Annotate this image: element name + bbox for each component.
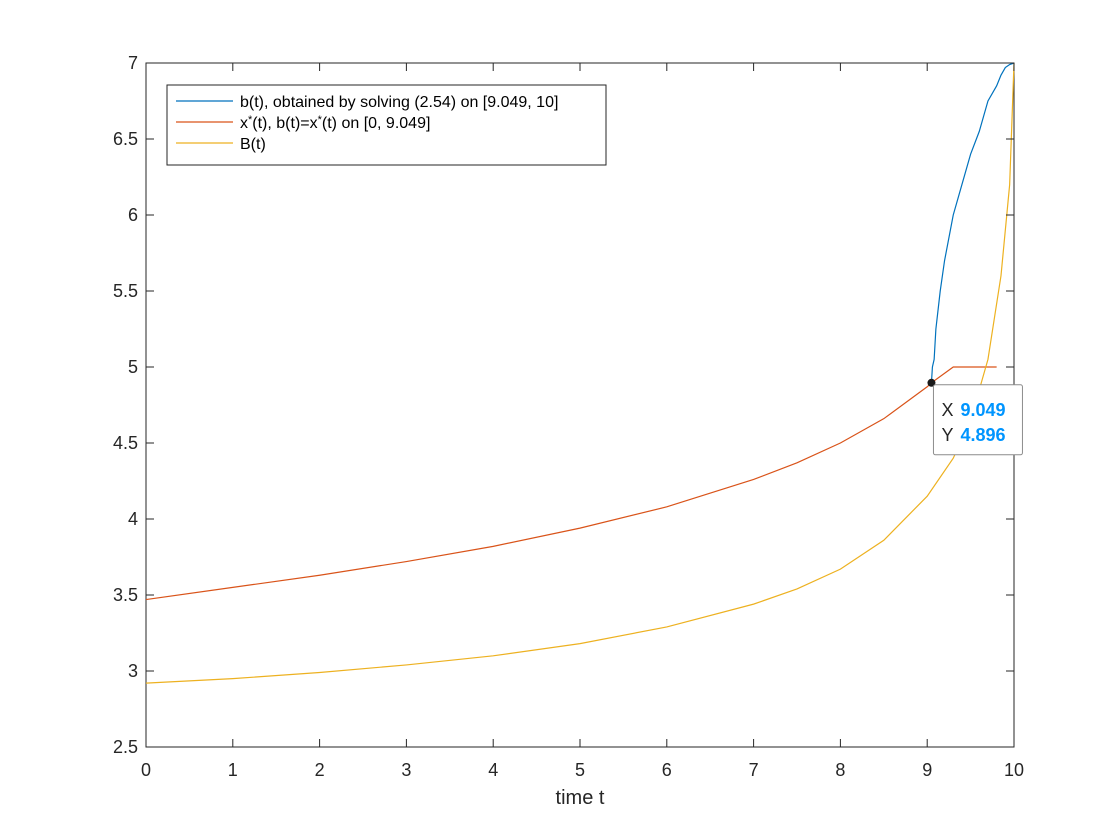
y-tick-label: 2.5 [113, 737, 138, 757]
x-tick-label: 0 [141, 760, 151, 780]
x-axis: 0 1 2 3 4 5 6 7 8 9 10 [141, 63, 1024, 780]
legend-label-1: b(t), obtained by solving (2.54) on [9.0… [240, 94, 558, 111]
y-tick-label: 5.5 [113, 281, 138, 301]
y-tick-label: 6 [128, 205, 138, 225]
legend-label-2: x*(t), b(t)=x*(t) on [0, 9.049] [240, 114, 430, 132]
x-tick-label: 3 [401, 760, 411, 780]
datatip-marker[interactable] [927, 378, 936, 387]
datatip-y-value: 4.896 [960, 425, 1005, 445]
datatip[interactable]: X 9.049 Y 4.896 [927, 378, 1023, 456]
series-line-3 [145, 62, 1015, 684]
x-tick-label: 8 [835, 760, 845, 780]
datatip-x-key: X [941, 400, 953, 420]
series-line-2 [145, 366, 997, 601]
y-tick-label: 3 [128, 661, 138, 681]
y-tick-label: 3.5 [113, 585, 138, 605]
legend-label-3: B(t) [240, 136, 266, 153]
y-tick-label: 6.5 [113, 129, 138, 149]
x-tick-label: 6 [662, 760, 672, 780]
y-tick-label: 4 [128, 509, 138, 529]
y-tick-label: 4.5 [113, 433, 138, 453]
x-tick-label: 2 [315, 760, 325, 780]
y-tick-label: 5 [128, 357, 138, 377]
series-layer [145, 62, 1015, 684]
y-axis: 2.5 3 3.5 4 4.5 5 5.5 6 6.5 7 [113, 53, 1014, 757]
x-axis-label: time t [556, 787, 605, 809]
x-tick-label: 7 [749, 760, 759, 780]
x-tick-label: 9 [922, 760, 932, 780]
datatip-y-key: Y [941, 425, 953, 445]
x-tick-label: 1 [228, 760, 238, 780]
x-tick-label: 5 [575, 760, 585, 780]
series-line-1 [930, 62, 1015, 383]
legend-frame [166, 84, 607, 166]
x-tick-label: 10 [1004, 760, 1024, 780]
y-tick-label: 7 [128, 53, 138, 73]
datatip-x-value: 9.049 [960, 400, 1005, 420]
x-tick-label: 4 [488, 760, 498, 780]
plot-area [145, 62, 1015, 748]
legend[interactable]: b(t), obtained by solving (2.54) on [9.0… [166, 84, 607, 166]
datatip-box [932, 384, 1023, 456]
